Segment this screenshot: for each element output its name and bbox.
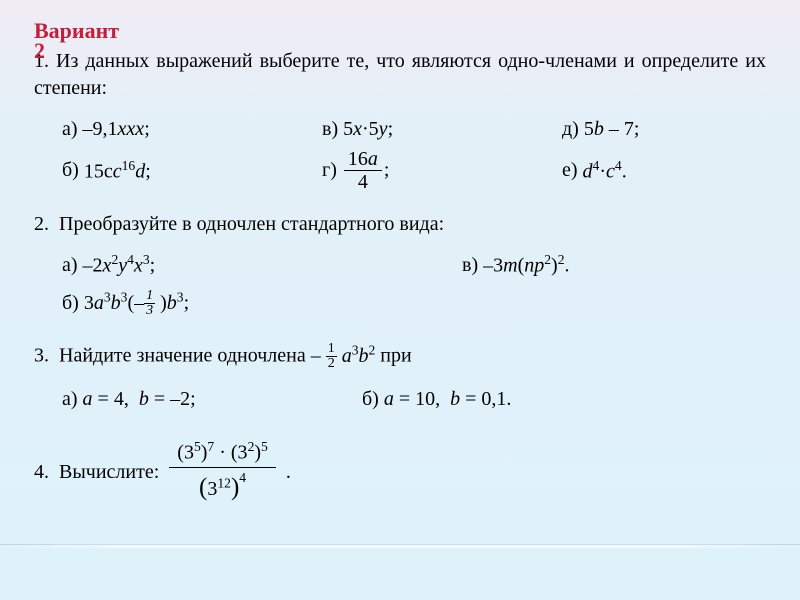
p3-fnum: 1 xyxy=(326,342,337,357)
p2-item-a: а) –2x2y4x3; xyxy=(62,246,462,284)
problem-1-body: Из данных выражений выберите те, что явл… xyxy=(34,50,766,99)
p4-fraction: (35)7 · (32)5 (312)4 xyxy=(169,437,276,508)
p2-a-label: а) xyxy=(62,254,78,277)
problem-1-items: а) –9,1xxx; в) 5x·5y; д) 5b – 7; б) 15cc… xyxy=(34,110,766,193)
p1-item-g: г) 16a 4 ; xyxy=(322,148,562,193)
p1-b-label: б) xyxy=(62,159,79,182)
p1-e-s2: 4 xyxy=(615,158,622,173)
p3-a-expr: a = 4, b = –2; xyxy=(83,388,196,411)
p3-a-label: а) xyxy=(62,388,78,411)
p2-item-b: б) 3a3b3(–13 )b3; xyxy=(62,284,462,322)
p3-b-expr: a = 10, b = 0,1. xyxy=(384,388,512,411)
p1-v-label: в) xyxy=(322,118,338,141)
p1-a-label: а) xyxy=(62,118,78,141)
p3-fraction: 12 xyxy=(326,342,337,371)
p1-item-a: а) –9,1xxx; xyxy=(62,110,322,148)
p2-v-label: в) xyxy=(462,254,478,277)
problem-3-text: 3. Найдите значение одночлена – 12 a3b2 … xyxy=(34,340,766,371)
header-title: Вариант xyxy=(34,18,119,43)
p1-b-expr: 15cc16d; xyxy=(84,158,151,184)
p2-b-fnum: 1 xyxy=(144,289,155,304)
worksheet-content: 1. Из данных выражений выберите те, что … xyxy=(0,48,800,508)
p2-b-expr: 3a3b3(–13 )b3; xyxy=(84,289,189,318)
problem-2-body: Преобразуйте в одночлен стандартного вид… xyxy=(59,213,444,235)
p2-v-expr: –3m(np2)2. xyxy=(483,252,569,278)
problem-3-pre: Найдите значение одночлена – xyxy=(59,345,326,367)
p1-g-den: 4 xyxy=(344,171,382,193)
problem-4-number: 4. xyxy=(34,461,49,483)
p1-v-expr: 5x·5y; xyxy=(343,118,393,141)
p1-item-v: в) 5x·5y; xyxy=(322,110,562,148)
p2-b-label: б) xyxy=(62,292,79,315)
p1-item-e: е) d4·c4. xyxy=(562,148,742,193)
p3-item-a: а) a = 4, b = –2; xyxy=(62,381,362,419)
p1-g-label: г) xyxy=(322,159,337,182)
p3-item-b: б) a = 10, b = 0,1. xyxy=(362,381,662,419)
problem-1-text: 1. Из данных выражений выберите те, что … xyxy=(34,48,766,102)
problem-4: 4. Вычислите: (35)7 · (32)5 (312)4 . xyxy=(34,437,766,508)
p1-g-suffix: ; xyxy=(384,159,390,182)
p3-b-label: б) xyxy=(362,388,379,411)
p3-mono: a3b2 xyxy=(342,345,381,367)
problem-3-number: 3. xyxy=(34,345,49,367)
p1-b-pre: 15c xyxy=(84,160,113,182)
p1-e-expr: d4·c4. xyxy=(583,158,627,184)
p1-b-sup: 16 xyxy=(122,158,136,173)
p4-suffix: . xyxy=(286,459,291,486)
problem-2: 2. Преобразуйте в одночлен стандартного … xyxy=(34,211,766,322)
p3-fden: 2 xyxy=(326,357,337,371)
p1-item-d: д) 5b – 7; xyxy=(562,110,742,148)
p4-dot: · xyxy=(219,441,231,463)
p2-a-expr: –2x2y4x3; xyxy=(83,252,156,278)
p1-item-b: б) 15cc16d; xyxy=(62,148,322,193)
p1-a-expr: –9,1xxx; xyxy=(83,118,150,141)
problem-4-text: 4. Вычислите: (35)7 · (32)5 (312)4 . xyxy=(34,437,766,508)
problem-3-items: а) a = 4, b = –2; б) a = 10, b = 0,1. xyxy=(34,381,766,419)
problem-2-items: а) –2x2y4x3; в) –3m(np2)2. б) 3a3b3(–13 … xyxy=(34,246,766,322)
p2-item-v: в) –3m(np2)2. xyxy=(462,246,762,284)
decorative-band xyxy=(0,544,800,548)
p1-g-fraction: 16a 4 xyxy=(344,148,382,193)
header-variant-number: 2 xyxy=(34,38,45,63)
problem-1: 1. Из данных выражений выберите те, что … xyxy=(34,48,766,193)
problem-3: 3. Найдите значение одночлена – 12 a3b2 … xyxy=(34,340,766,419)
problem-4-body: Вычислите: xyxy=(59,461,159,483)
problem-2-number: 2. xyxy=(34,213,49,235)
p1-d-label: д) xyxy=(562,118,579,141)
problem-3-post: при xyxy=(380,345,411,367)
p1-d-expr: 5b – 7; xyxy=(584,118,640,141)
p1-e-label: е) xyxy=(562,159,578,182)
problem-2-text: 2. Преобразуйте в одночлен стандартного … xyxy=(34,211,766,238)
p2-b-fden: 3 xyxy=(144,304,155,318)
